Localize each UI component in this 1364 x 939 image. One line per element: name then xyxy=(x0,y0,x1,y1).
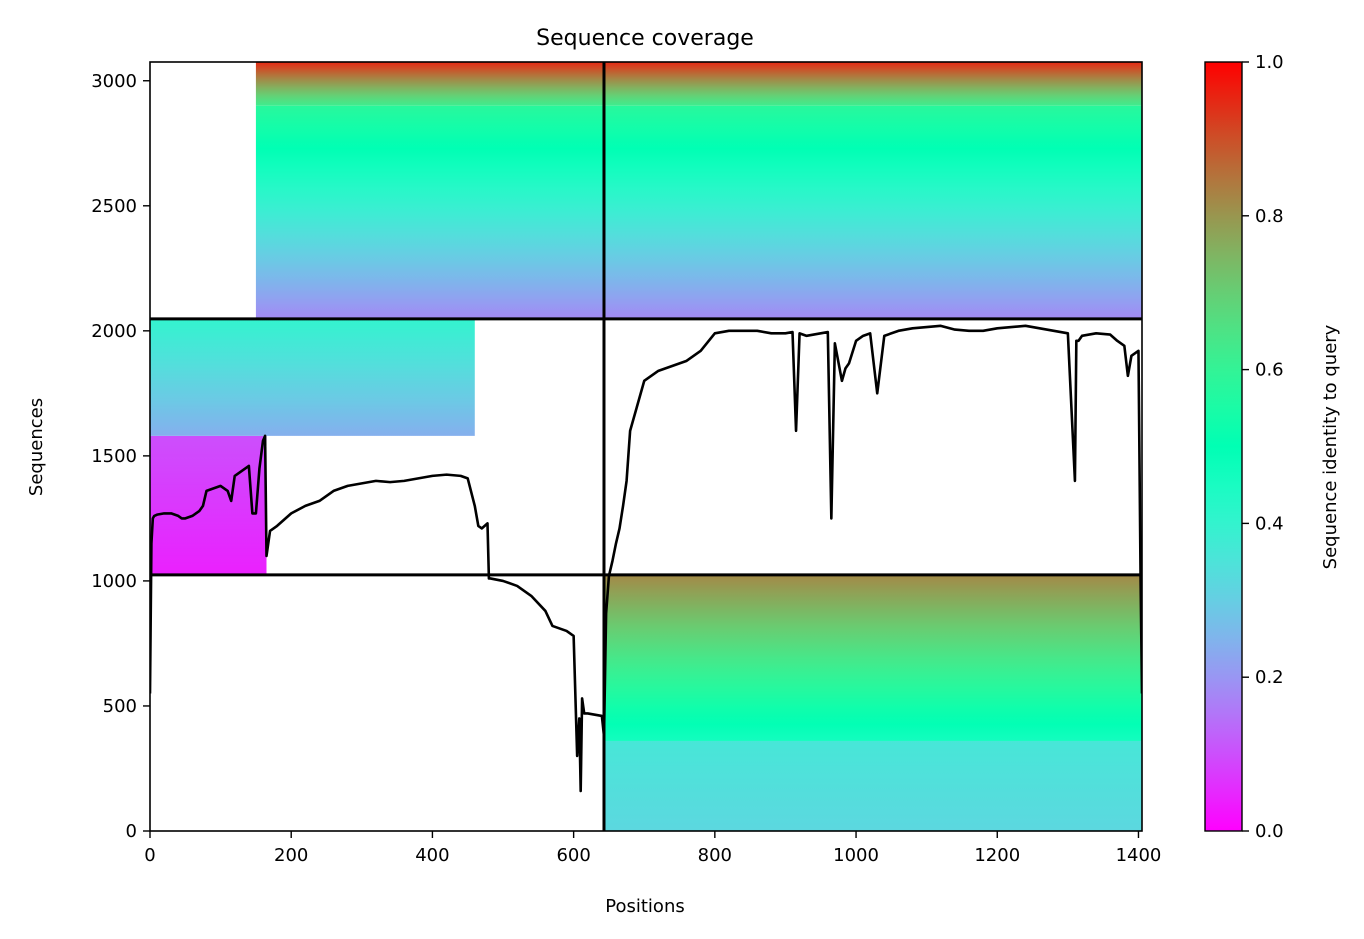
x-tick-label: 0 xyxy=(144,845,155,866)
coverage-block xyxy=(603,574,1142,741)
x-tick-label: 800 xyxy=(698,845,732,866)
chart-title: Sequence coverage xyxy=(536,26,754,51)
colorbar-tick-label: 0.2 xyxy=(1255,667,1284,688)
coverage-block xyxy=(603,62,1142,106)
colorbar-tick-label: 1.0 xyxy=(1255,52,1284,73)
colorbar-label: Sequence identity to query xyxy=(1320,324,1341,569)
coverage-block xyxy=(603,105,1142,319)
coverage-block xyxy=(150,318,475,436)
y-tick-label: 1000 xyxy=(91,571,137,592)
y-tick-label: 2000 xyxy=(91,321,137,342)
axes: 0 200 400 600 800 1000 1200 1400 0 500 1000 1500 200… xyxy=(91,61,1162,866)
plot-frame xyxy=(149,61,1143,832)
coverage-block xyxy=(255,105,604,319)
y-tick-label: 500 xyxy=(103,696,137,717)
colorbar-gradient xyxy=(1204,61,1243,832)
colorbar: 0.0 0.2 0.4 0.6 0.8 1.0 xyxy=(1204,52,1284,842)
y-tick-label: 2500 xyxy=(91,196,137,217)
coverage-line xyxy=(150,324,1142,793)
coverage-block xyxy=(603,740,1142,831)
x-tick-label: 1000 xyxy=(833,845,879,866)
x-tick-label: 400 xyxy=(415,845,449,866)
y-tick-label: 0 xyxy=(126,821,137,842)
colorbar-tick-label: 0.0 xyxy=(1255,821,1284,842)
colorbar-tick-label: 0.4 xyxy=(1255,513,1284,534)
y-tick-label: 3000 xyxy=(91,71,137,92)
x-tick-label: 1200 xyxy=(974,845,1020,866)
x-tick-label: 600 xyxy=(556,845,590,866)
y-axis-label: Sequences xyxy=(26,398,47,496)
coverage-block xyxy=(150,435,267,575)
colorbar-tick-label: 0.8 xyxy=(1255,206,1284,227)
x-axis-label: Positions xyxy=(605,896,684,917)
x-tick-label: 1400 xyxy=(1116,845,1162,866)
colorbar-tick-label: 0.6 xyxy=(1255,360,1284,381)
x-tick-label: 200 xyxy=(274,845,308,866)
coverage-block xyxy=(255,62,604,106)
y-tick-label: 1500 xyxy=(91,446,137,467)
plot-area xyxy=(150,62,1142,831)
